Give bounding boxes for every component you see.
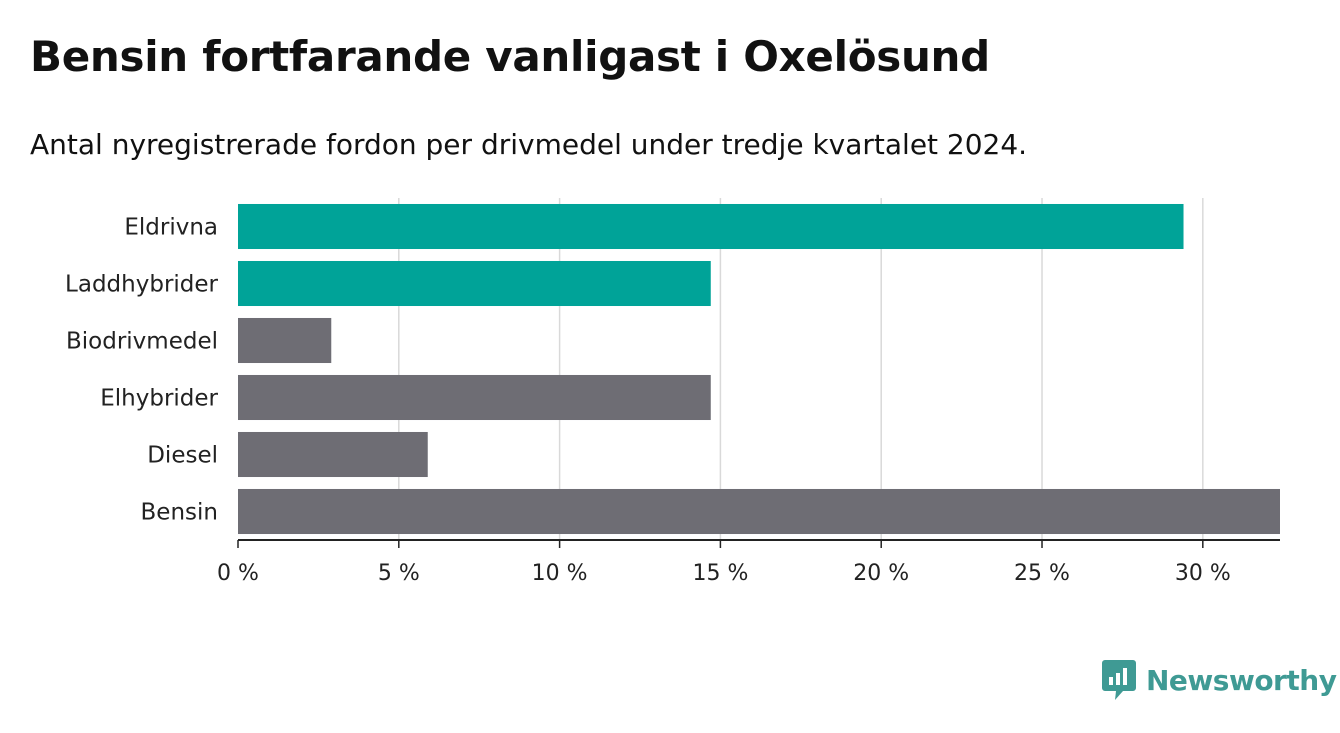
category-label: Eldrivna: [124, 215, 218, 241]
bar: [238, 431, 428, 478]
bar: [238, 260, 711, 307]
bar: [238, 317, 332, 364]
grid-layer: [398, 198, 1204, 540]
x-tick-label: 15 %: [692, 561, 748, 586]
category-label: Diesel: [147, 443, 218, 469]
x-tick-label: 30 %: [1175, 561, 1231, 586]
label-layer: 0 % 5 % 10 % 15 % 20 % 25 % 30 % Eldrivna Laddhy…: [65, 215, 1231, 587]
bar: [238, 203, 1184, 250]
newsworthy-logo-icon: [1102, 660, 1136, 700]
axis-layer: [237, 539, 1280, 548]
bar-layer: [238, 203, 1280, 535]
category-label: Bensin: [141, 500, 218, 526]
category-label: Elhybrider: [100, 386, 218, 412]
chart-subtitle: Antal nyregistrerade fordon per drivmede…: [30, 128, 1028, 161]
bar: [238, 488, 1280, 535]
brand-name: Newsworthy: [1146, 663, 1337, 697]
x-tick-label: 25 %: [1014, 561, 1070, 586]
category-label: Biodrivmedel: [66, 329, 218, 355]
x-tick-label: 20 %: [853, 561, 909, 586]
category-label: Laddhybrider: [65, 272, 218, 298]
x-tick-label: 5 %: [378, 561, 420, 586]
chart-title: Bensin fortfarande vanligast i Oxelösund: [30, 32, 990, 81]
bar: [238, 374, 711, 421]
x-tick-label: 10 %: [532, 561, 588, 586]
x-tick-label: 0 %: [217, 561, 259, 586]
newsworthy-logo: Newsworthy: [1102, 660, 1337, 700]
